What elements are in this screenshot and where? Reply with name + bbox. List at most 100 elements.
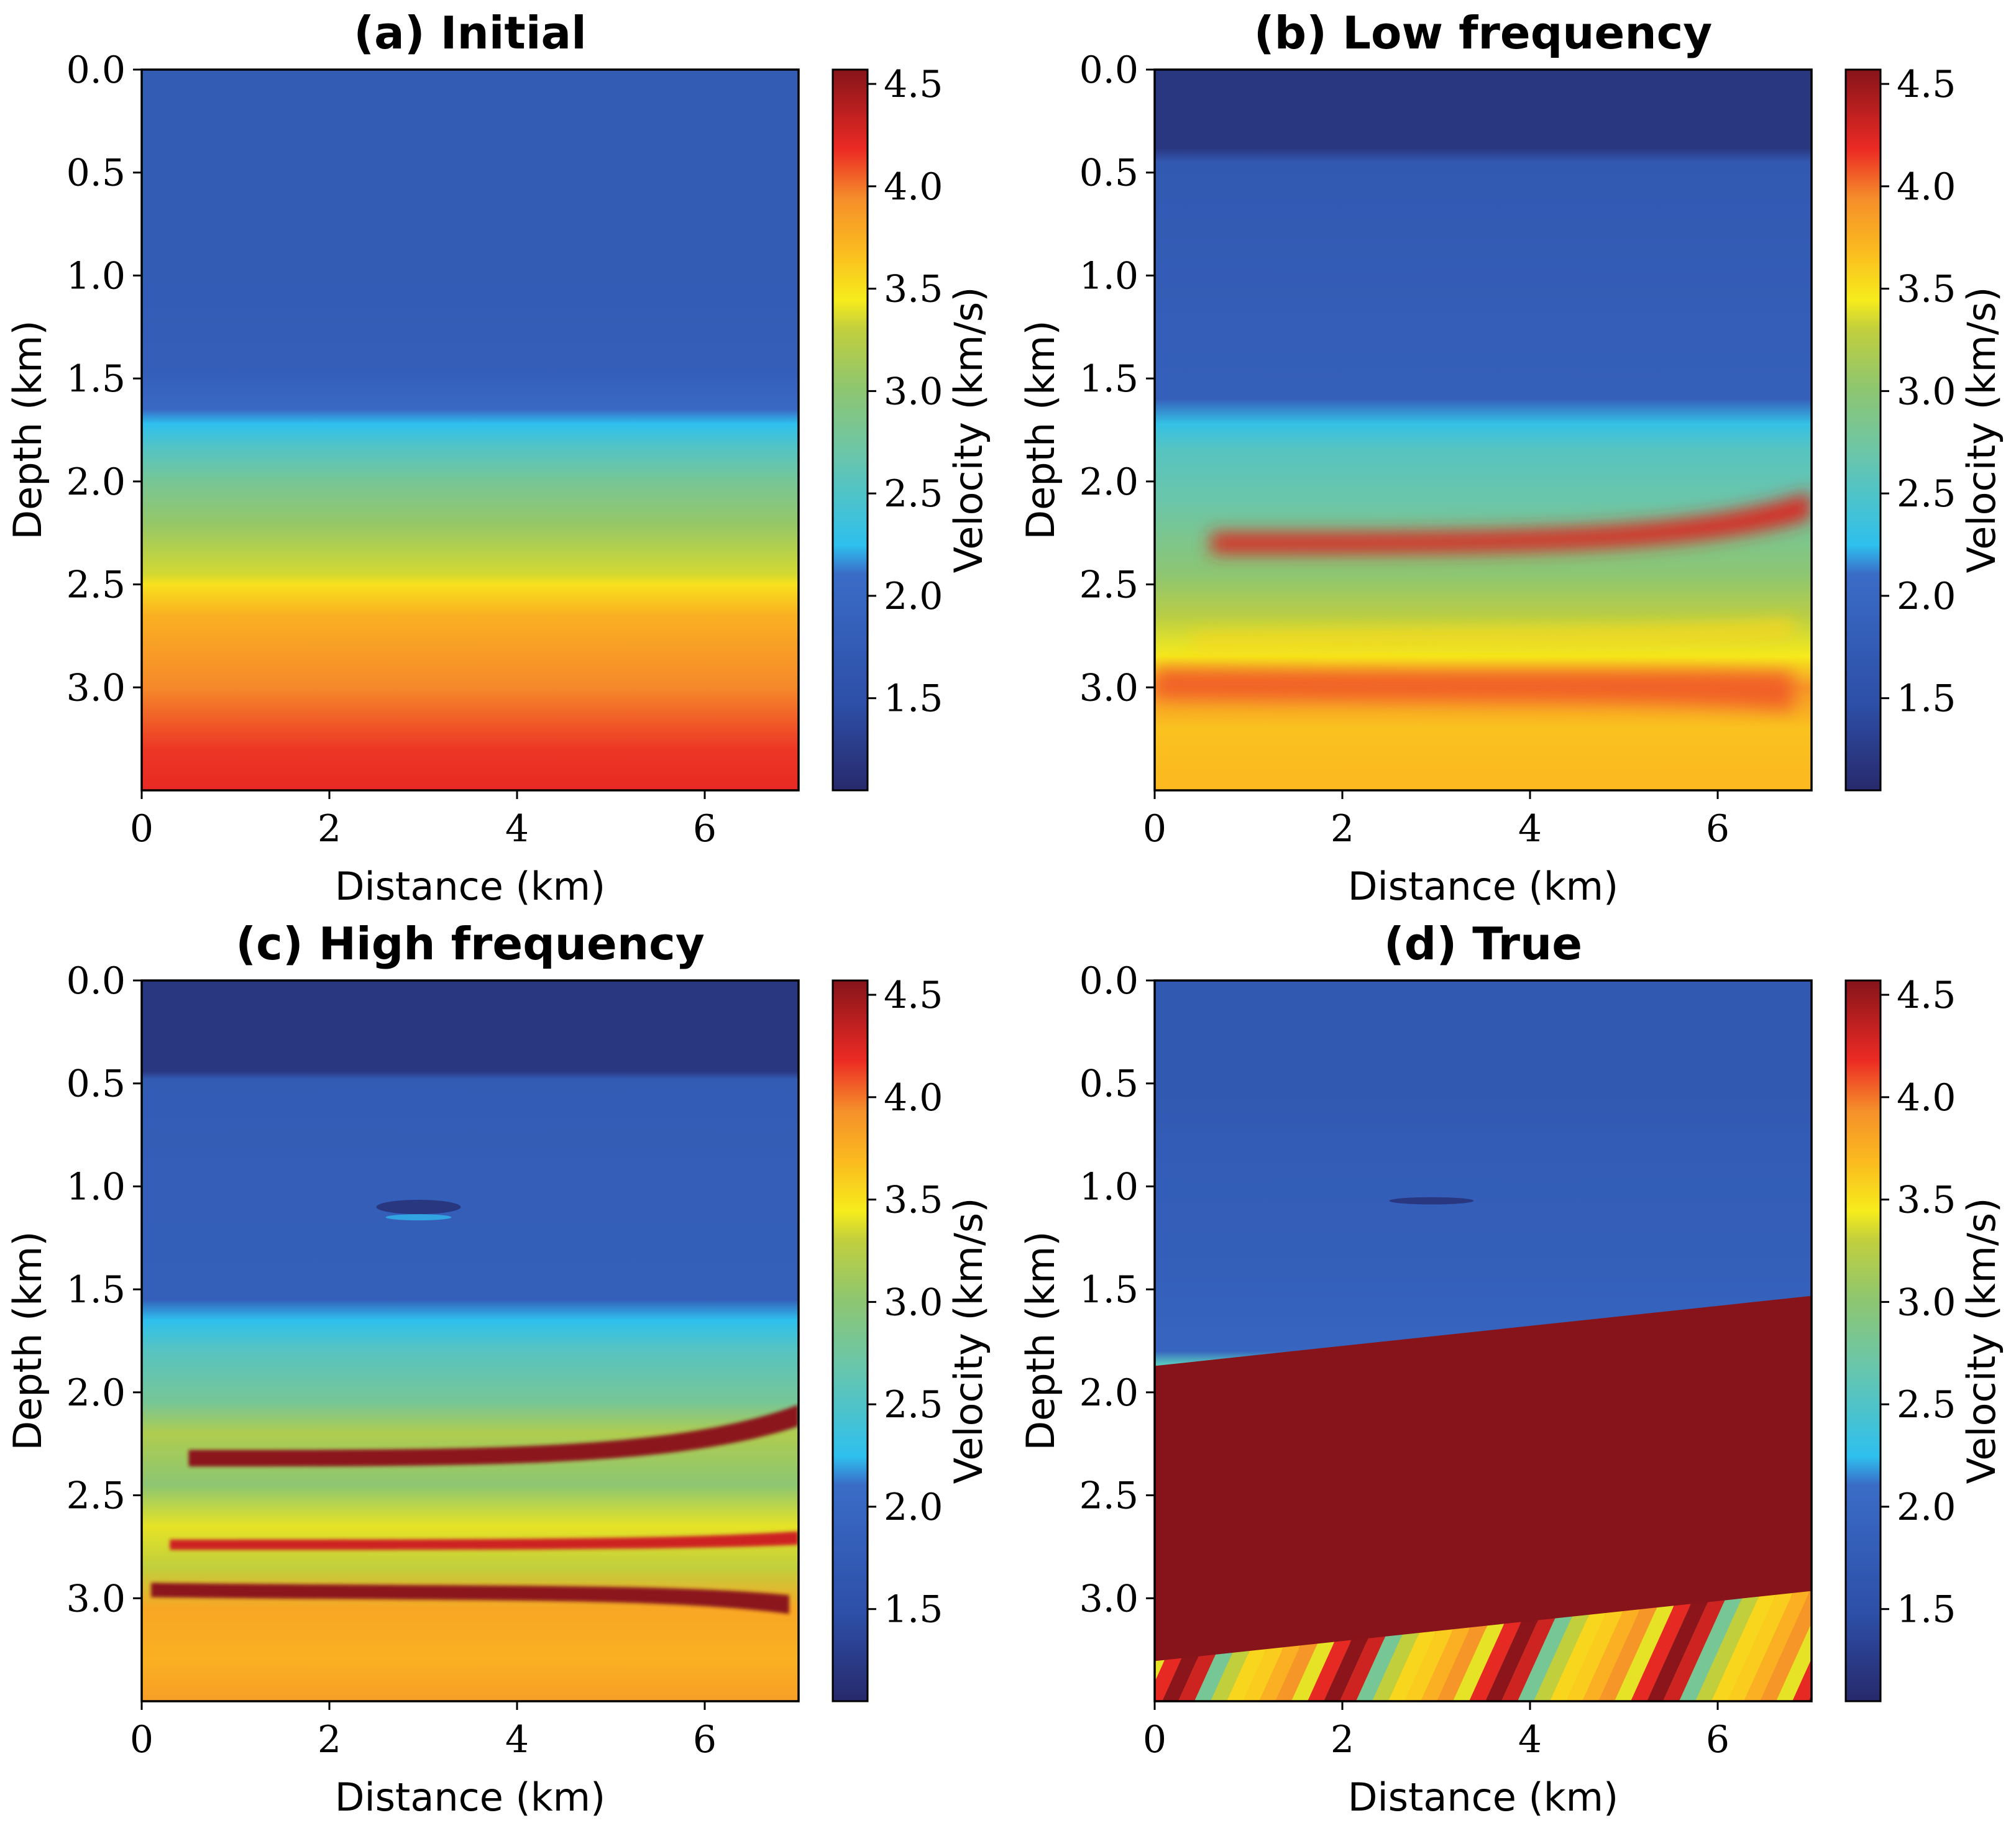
y-tick-label: 0.5 [66,1062,126,1106]
x-tick-label: 6 [1706,1718,1730,1761]
colorbar-tick-label: 2.5 [1897,1383,1956,1427]
panel-title: (d) True [1384,918,1582,970]
colorbar-frame [832,68,869,792]
colorbar [833,980,868,1701]
y-tick-label: 1.5 [1079,1268,1139,1312]
x-tick-label: 4 [1518,1718,1542,1761]
colorbar-tick-label: 4.0 [1897,165,1956,209]
y-tick-label: 2.0 [66,460,126,504]
panel-true: (d) True 0.0 0.5 1.0 1.5 2.0 2.5 3.0 0 2 4 6 Distanc… [1018,918,2004,1820]
colorbar-tick-label: 4.5 [884,974,943,1017]
x-tick-label: 4 [505,807,529,851]
velocity-lens [385,1214,452,1221]
panel-low-frequency: (b) Low frequency 0.0 0.5 1.0 1.5 2.0 2.5 3.0 0 2… [1018,7,2004,909]
velocity-band [188,1404,799,1467]
colorbar-tick-label: 3.5 [1897,268,1956,311]
colorbar-tick-label: 3.0 [1897,1281,1956,1324]
x-tick-label: 0 [130,1718,153,1761]
x-tick-label: 6 [1706,807,1730,851]
y-tick-label: 0.5 [1079,152,1139,195]
x-tick-label: 4 [1518,807,1542,851]
y-tick-label: 1.0 [66,1165,126,1208]
dipping-layers [1155,1295,1812,1701]
colorbar-tick-label: 3.0 [884,370,943,413]
colorbar-tick-label: 2.0 [884,575,943,618]
y-axis-label: Depth (km) [1018,320,1063,539]
y-tick-label: 1.0 [1079,1165,1139,1208]
colorbar-label: Velocity (km/s) [946,287,991,573]
colorbar-tick-label: 4.0 [884,1076,943,1120]
velocity-field [142,70,799,790]
y-axis-label: Depth (km) [5,1231,50,1450]
y-tick-label: 1.5 [66,1268,126,1312]
dipping-stripe [1760,1587,1812,1701]
x-axis-label: Distance (km) [1348,1775,1618,1820]
plot-frame [140,68,800,792]
y-axis-label: Depth (km) [1018,1231,1063,1450]
y-tick-label: 0.5 [1079,1062,1139,1106]
y-tick-label: 0.0 [66,959,126,1003]
panel-title: (a) Initial [354,7,587,59]
x-tick-label: 0 [1143,1718,1166,1761]
colorbar-tick-label: 1.5 [884,677,943,721]
y-tick-label: 0.0 [1079,48,1139,92]
y-tick-label: 0.0 [1079,959,1139,1003]
y-tick-label: 2.5 [66,1474,126,1518]
colorbar-tick-label: 3.5 [884,268,943,311]
x-tick-label: 0 [1143,807,1166,851]
colorbar-tick-label: 3.5 [1897,1179,1956,1222]
velocity-field [142,980,799,1701]
y-tick-label: 3.0 [1079,1577,1139,1620]
y-tick-label: 2.5 [66,564,126,607]
panel-initial: (a) Initial 0.0 0.5 1.0 1.5 2.0 2.5 3.0 0 2 4 6 Dist… [5,7,991,909]
colorbar-tick-label: 4.5 [884,63,943,106]
plot-frame [1153,68,1813,792]
colorbar-tick-label: 2.5 [1897,472,1956,516]
wedge-mask [1155,1295,1812,1661]
y-tick-label: 3.0 [1079,666,1139,710]
y-tick-label: 3.0 [66,1577,126,1620]
colorbar-tick-label: 4.0 [1897,1076,1956,1120]
y-tick-label: 1.5 [66,357,126,401]
colorbar-tick-label: 3.5 [884,1179,943,1222]
colorbar-tick-label: 1.5 [1897,1588,1956,1632]
x-tick-label: 6 [693,1718,717,1761]
panel-title: (b) Low frequency [1254,7,1713,59]
colorbar-label: Velocity (km/s) [946,1198,991,1484]
colorbar [1846,980,1881,1701]
y-tick-label: 1.5 [1079,357,1139,401]
velocity-band [170,1531,799,1550]
dipping-stripe [1792,1658,1812,1701]
x-tick-label: 2 [318,807,341,851]
x-axis-label: Distance (km) [335,864,605,909]
velocity-features [151,1199,799,1614]
y-tick-label: 3.0 [66,666,126,710]
colorbar [1846,70,1881,790]
panel-high-frequency: (c) High frequency 0.0 0.5 1.0 1.5 2.0 2.5 3.0 0… [5,918,991,1820]
colorbar-tick-label: 1.5 [1897,677,1956,721]
y-tick-label: 0.0 [66,48,126,92]
y-tick-label: 2.0 [1079,1371,1139,1415]
x-axis-label: Distance (km) [335,1775,605,1820]
dipping-stripe [1776,1623,1812,1701]
velocity-band [1192,619,1793,649]
y-tick-label: 1.0 [1079,254,1139,298]
x-tick-label: 4 [505,1718,529,1761]
y-tick-label: 1.0 [66,254,126,298]
colorbar-tick-label: 2.5 [884,472,943,516]
x-tick-label: 2 [1331,807,1354,851]
dipping-stripe [1744,1551,1812,1701]
plot-frame [1153,979,1813,1702]
colorbar-tick-label: 4.5 [1897,974,1956,1017]
velocity-band [1211,491,1812,554]
dipping-stripe [1711,1480,1812,1701]
colorbar-tick-label: 4.0 [884,165,943,209]
x-tick-label: 2 [1331,1718,1354,1761]
colorbar-frame [832,979,869,1702]
colorbar-frame [1844,979,1882,1702]
colorbar-frame [1844,68,1882,792]
velocity-features [1155,491,1812,711]
velocity-features [1155,1197,1812,1701]
velocity-lens [1389,1197,1474,1205]
